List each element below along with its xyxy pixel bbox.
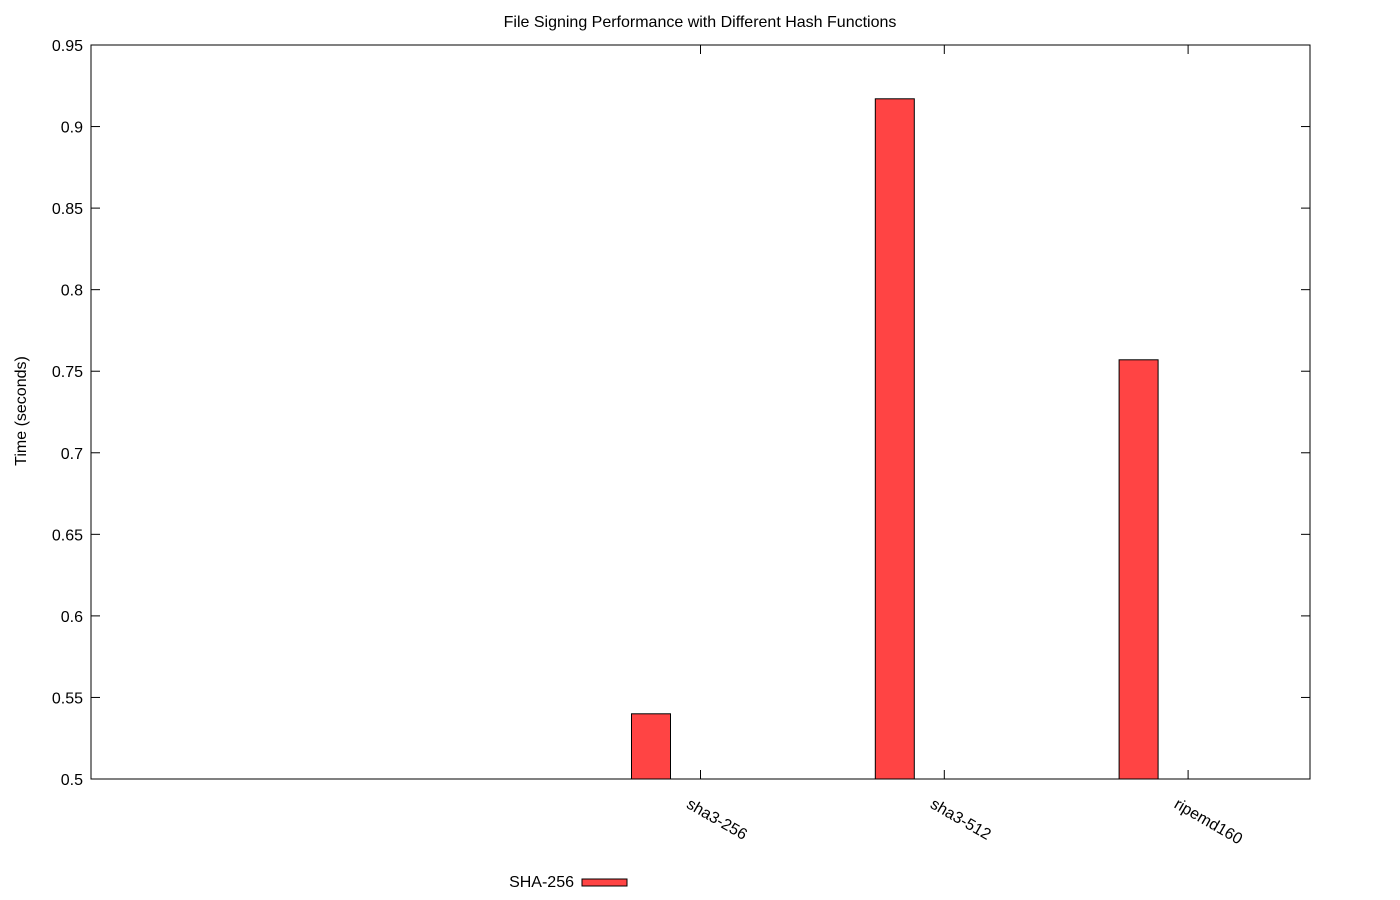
y-axis-label: Time (seconds) — [13, 356, 30, 466]
y-tick-label: 0.9 — [61, 120, 83, 137]
chart-title: File Signing Performance with Different … — [504, 14, 897, 31]
y-tick-label: 0.6 — [61, 609, 83, 626]
legend-label: SHA-256 — [509, 874, 574, 891]
bar-sha3-256 — [631, 713, 671, 780]
axis-ticks: 0.5 0.55 0.6 0.65 0.7 0.75 0.8 0.85 0.9 0.95 — [52, 38, 1310, 789]
y-tick-label: 0.85 — [52, 201, 83, 218]
y-tick-label: 0.95 — [52, 38, 83, 55]
legend-swatch — [581, 878, 628, 887]
bar-ripemd160 — [1118, 359, 1159, 780]
bars — [631, 98, 1159, 780]
y-tick-label: 0.55 — [52, 690, 83, 707]
x-tick-label: sha3-512 — [927, 796, 993, 844]
x-tick-labels: sha3-256 sha3-512 ripemd160 — [684, 45, 1245, 849]
y-tick-label: 0.75 — [52, 364, 83, 381]
legend: SHA-256 — [509, 874, 628, 891]
x-tick-label: sha3-256 — [684, 796, 750, 844]
y-tick-label: 0.8 — [61, 283, 83, 300]
y-tick-label: 0.5 — [61, 772, 83, 789]
y-tick-label: 0.65 — [52, 527, 83, 544]
y-tick-label: 0.7 — [61, 446, 83, 463]
x-tick-label: ripemd160 — [1171, 796, 1245, 849]
plot-frame — [90, 44, 1311, 780]
bar-sha3-512 — [874, 98, 915, 780]
